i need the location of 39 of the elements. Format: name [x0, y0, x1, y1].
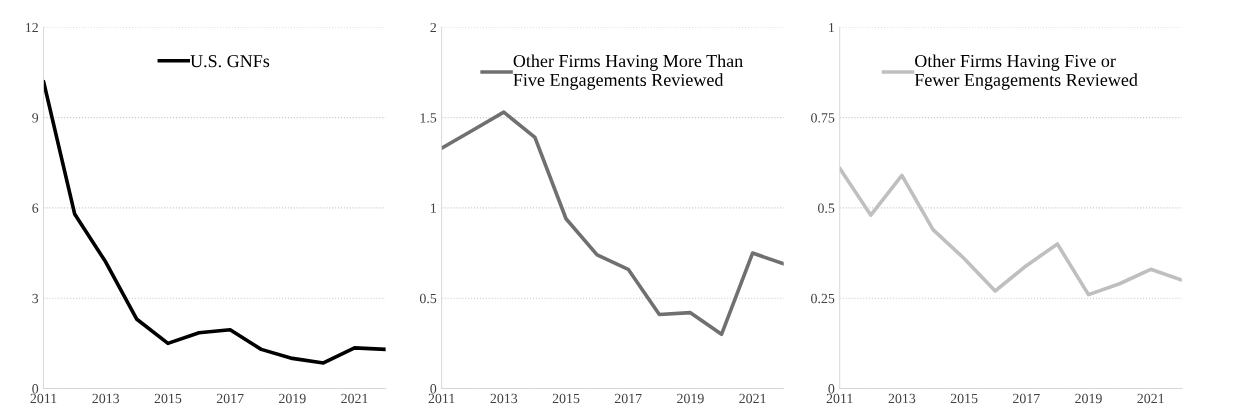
x-tick-label: 2019 — [677, 393, 704, 404]
legend-label: U.S. GNFs — [190, 55, 270, 68]
x-tick-label: 2013 — [92, 393, 120, 404]
y-tick-label: 12 — [26, 22, 38, 33]
x-tick-label: 2013 — [490, 393, 518, 404]
x-tick-label: 2011 — [826, 393, 853, 404]
legend-label: Other Firms Having More Than Five Engagements Reviewed — [513, 54, 743, 90]
y-tick-label: 0.5 — [419, 293, 437, 304]
y-tick-label: 6 — [32, 203, 39, 213]
y-tick-label: 0.5 — [818, 203, 835, 213]
y-tick-label: 1 — [829, 22, 835, 33]
y-tick-label: 1 — [431, 203, 436, 213]
y-tick-label: 0 — [32, 384, 39, 394]
x-tick-label: 2019 — [1075, 393, 1102, 404]
legend-label: Other Firms Having Five or Fewer Engagements Reviewed — [914, 54, 1138, 90]
x-tick-label: 2017 — [1013, 393, 1040, 404]
y-tick-label: 0.75 — [811, 113, 835, 123]
y-tick-label: 1.5 — [420, 113, 437, 123]
y-tick-label: 2 — [430, 22, 436, 33]
y-tick-label: 0.25 — [811, 293, 835, 304]
x-tick-label: 2017 — [216, 393, 244, 404]
x-tick-label: 2021 — [739, 393, 766, 404]
y-tick-label: 9 — [32, 113, 39, 123]
x-tick-label: 2019 — [279, 393, 306, 404]
x-tick-label: 2015 — [552, 393, 580, 404]
line-series — [43, 79, 386, 365]
x-tick-label: 2015 — [154, 393, 182, 404]
x-tick-label: 2017 — [614, 393, 642, 404]
x-tick-label: 2021 — [1137, 393, 1164, 404]
y-tick-label: 3 — [32, 293, 39, 304]
x-tick-label: 2013 — [888, 393, 916, 404]
x-tick-label: 2011 — [30, 393, 57, 404]
x-tick-label: 2021 — [341, 393, 368, 404]
y-tick-label: 0 — [828, 384, 835, 394]
line-series — [441, 110, 784, 337]
y-tick-label: 0 — [430, 384, 437, 394]
line-series — [839, 166, 1182, 297]
x-tick-label: 2015 — [950, 393, 978, 404]
x-tick-label: 2011 — [428, 393, 455, 404]
